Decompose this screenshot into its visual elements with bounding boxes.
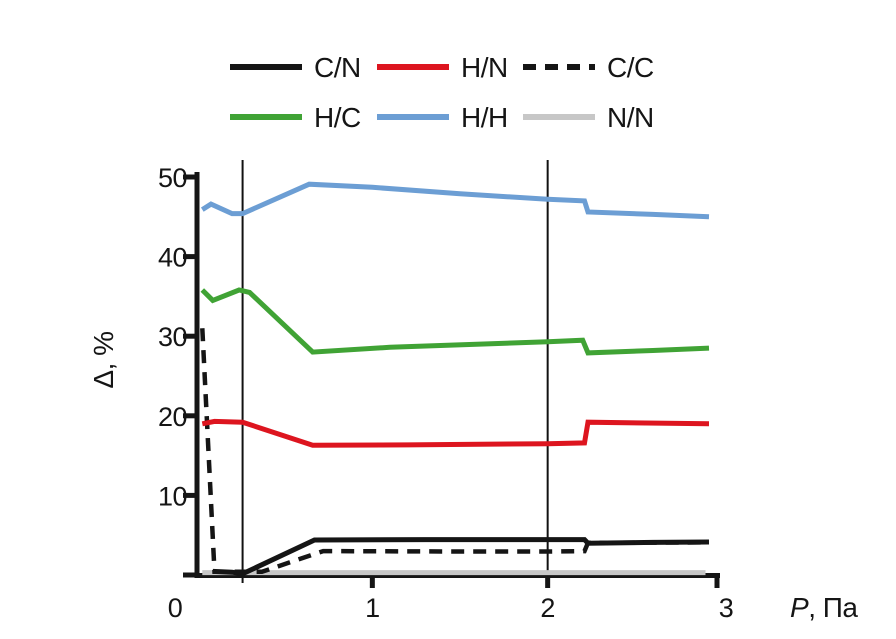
y-tick-label: 30 [158,322,187,352]
legend-label: N/N [607,102,654,133]
axis-ticks [183,174,720,588]
vertical-marker-lines [241,160,549,583]
x-axis-label-symbol: P [790,592,809,623]
legend-item-C/N: C/N [230,52,361,83]
series-line-H/C [200,287,710,356]
legend-item-N/N: N/N [523,102,654,133]
legend: C/N H/N C/C H/C H/H N/N [230,52,655,133]
x-axis-label-unit: , Па [808,592,858,623]
axis-tick-labels: 10 20 30 40 50 0 1 2 3 [158,163,734,623]
legend-label: H/C [314,102,361,133]
y-tick-label: 50 [158,163,187,193]
x-axis-label: P, Па [790,592,858,623]
y-tick-label: 10 [158,481,187,511]
legend-label: C/N [314,52,361,83]
legend-item-H/N: H/N [377,52,508,83]
x-tick-label: 2 [540,593,555,623]
series-line-H/H [200,181,710,220]
legend-item-C/C: C/C [523,52,655,83]
legend-label: C/C [607,52,654,83]
series-line-H/N [201,418,710,448]
legend-item-H/C: H/C [230,102,362,133]
legend-item-H/H: H/H [377,102,508,133]
y-axis-label: Δ, % [88,331,119,388]
legend-label: H/H [461,102,508,133]
y-tick-label: 40 [158,243,187,273]
legend-label: H/N [461,52,508,83]
data-series [200,181,710,577]
x-tick-label: 3 [719,593,734,623]
y-tick-label: 20 [158,402,187,432]
x-tick-label: 0 [168,593,183,623]
axes [194,172,720,578]
x-tick-label: 1 [365,593,380,623]
series-line-C/C [200,328,710,575]
